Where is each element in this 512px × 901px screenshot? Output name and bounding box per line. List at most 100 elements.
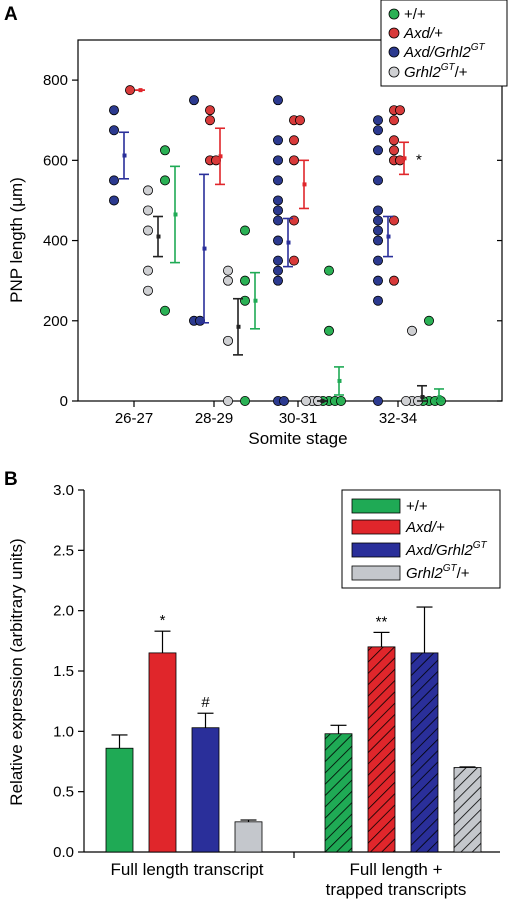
data-point-axd (388, 145, 399, 156)
panel-b-group1-label: Full length transcript (110, 860, 263, 879)
bar-axd-group1 (148, 652, 177, 853)
legend-a-marker-axd (388, 27, 400, 39)
panel-a-ylabel: PNP length (μm) (7, 177, 26, 303)
panel-b-group2-label-line2: trapped transcripts (326, 880, 467, 899)
significance-annotation-b: ** (376, 613, 388, 630)
mean-marker-wt (253, 298, 258, 303)
mean-marker-grhl (236, 324, 241, 329)
legend-b-label-axdgrhl: Axd/Grhl2GT (405, 540, 487, 559)
bar-wt-group2 (324, 733, 353, 853)
panel-b-group2-label-line1: Full length + (349, 860, 442, 879)
bar-grhl-group1 (234, 821, 263, 853)
bar-axdgrhl-group1 (191, 727, 220, 853)
mean-marker-axdgrhl (386, 234, 391, 239)
data-point-axdgrhl (272, 265, 283, 276)
data-point-axdgrhl (109, 195, 120, 206)
data-point-axdgrhl (272, 275, 283, 286)
y-tick-label-b: 1.0 (53, 723, 74, 740)
significance-annotation-b: # (201, 694, 210, 711)
data-point-axdgrhl (272, 95, 283, 106)
mean-marker-axdgrhl (286, 240, 291, 245)
data-point-wt (239, 395, 250, 406)
legend-b-label-wt: +/+ (406, 498, 428, 515)
mean-marker-axd (218, 154, 223, 159)
data-point-wt (323, 325, 334, 336)
data-point-axdgrhl (278, 395, 289, 406)
data-point-axdgrhl (372, 145, 383, 156)
mean-marker-axd (402, 156, 407, 161)
data-point-grhl (142, 225, 153, 236)
panel-a-label: A (4, 4, 18, 25)
data-point-axd (204, 105, 215, 116)
data-point-grhl (400, 395, 411, 406)
data-point-axdgrhl (372, 115, 383, 126)
data-point-axd (394, 105, 405, 116)
panel-a-legend: +/+ Axd/+ Axd/Grhl2GT Grhl2GT/+ (380, 0, 508, 87)
data-point-wt (323, 265, 334, 276)
data-point-grhl (142, 185, 153, 196)
data-point-axdgrhl (272, 215, 283, 226)
data-point-axdgrhl (372, 225, 383, 236)
bar-wt-group1 (105, 747, 134, 853)
x-tick-label-a: 28-29 (195, 410, 233, 427)
legend-a-label-axd: Axd/+ (403, 25, 443, 42)
panel-a-plot-frame (77, 39, 503, 402)
legend-a-marker-wt (388, 8, 400, 20)
x-tick-label-a: 32-34 (379, 410, 417, 427)
panel-a-xlabel: Somite stage (248, 429, 347, 448)
legend-b-swatch-grhl (351, 565, 401, 581)
bar-grhl-group2 (453, 767, 482, 853)
data-point-axdgrhl (272, 235, 283, 246)
panel-b-legend: +/+ Axd/+ Axd/Grhl2GT Grhl2GT/+ (341, 489, 501, 589)
mean-marker-axd (302, 182, 307, 187)
data-point-grhl (222, 275, 233, 286)
data-point-axd (388, 215, 399, 226)
mean-marker-axdgrhl (122, 153, 127, 158)
data-point-axd (288, 255, 299, 266)
data-point-grhl (222, 335, 233, 346)
data-point-axdgrhl (372, 205, 383, 216)
data-point-axdgrhl (272, 205, 283, 216)
legend-a-label-axdgrhl: Axd/Grhl2GT (403, 42, 485, 61)
data-point-wt (239, 275, 250, 286)
data-point-axdgrhl (272, 155, 283, 166)
legend-a-label-grhl: Grhl2GT/+ (404, 62, 468, 81)
data-point-axd (288, 155, 299, 166)
legend-b-label-grhl: Grhl2GT/+ (406, 563, 470, 582)
y-tick-label-b: 2.0 (53, 603, 74, 620)
data-point-axd (294, 115, 305, 126)
data-point-axd (204, 115, 215, 126)
data-point-axdgrhl (372, 255, 383, 266)
data-point-grhl (406, 325, 417, 336)
data-point-grhl (222, 265, 233, 276)
data-point-axd (125, 85, 136, 96)
legend-a-marker-axdgrhl (388, 46, 400, 58)
significance-annotation-a: * (416, 151, 422, 168)
data-point-axdgrhl (188, 95, 199, 106)
y-tick-label-a: 800 (43, 72, 68, 89)
mean-marker-wt (337, 378, 342, 383)
legend-b-label-axd: Axd/+ (405, 519, 445, 536)
legend-b-swatch-axdgrhl (351, 542, 401, 558)
x-tick-label-a: 26-27 (115, 410, 153, 427)
mean-marker-grhl (156, 234, 161, 239)
y-tick-label-a: 200 (43, 313, 68, 330)
panel-b-ylabel: Relative expression (arbitrary units) (7, 538, 26, 805)
data-point-axdgrhl (372, 215, 383, 226)
y-tick-label-b: 3.0 (53, 482, 74, 499)
data-point-axdgrhl (109, 125, 120, 136)
data-point-axdgrhl (272, 175, 283, 186)
panel-b-label: B (4, 469, 18, 490)
data-point-wt (335, 395, 346, 406)
data-point-axdgrhl (372, 275, 383, 286)
y-tick-label-b: 0.5 (53, 784, 74, 801)
bar-axd-group2 (367, 646, 396, 853)
data-point-grhl (142, 205, 153, 216)
data-point-axdgrhl (372, 395, 383, 406)
data-point-axdgrhl (272, 195, 283, 206)
data-point-wt (239, 295, 250, 306)
y-tick-label-b: 2.5 (53, 542, 74, 559)
data-point-axd (388, 275, 399, 286)
data-point-grhl (142, 285, 153, 296)
